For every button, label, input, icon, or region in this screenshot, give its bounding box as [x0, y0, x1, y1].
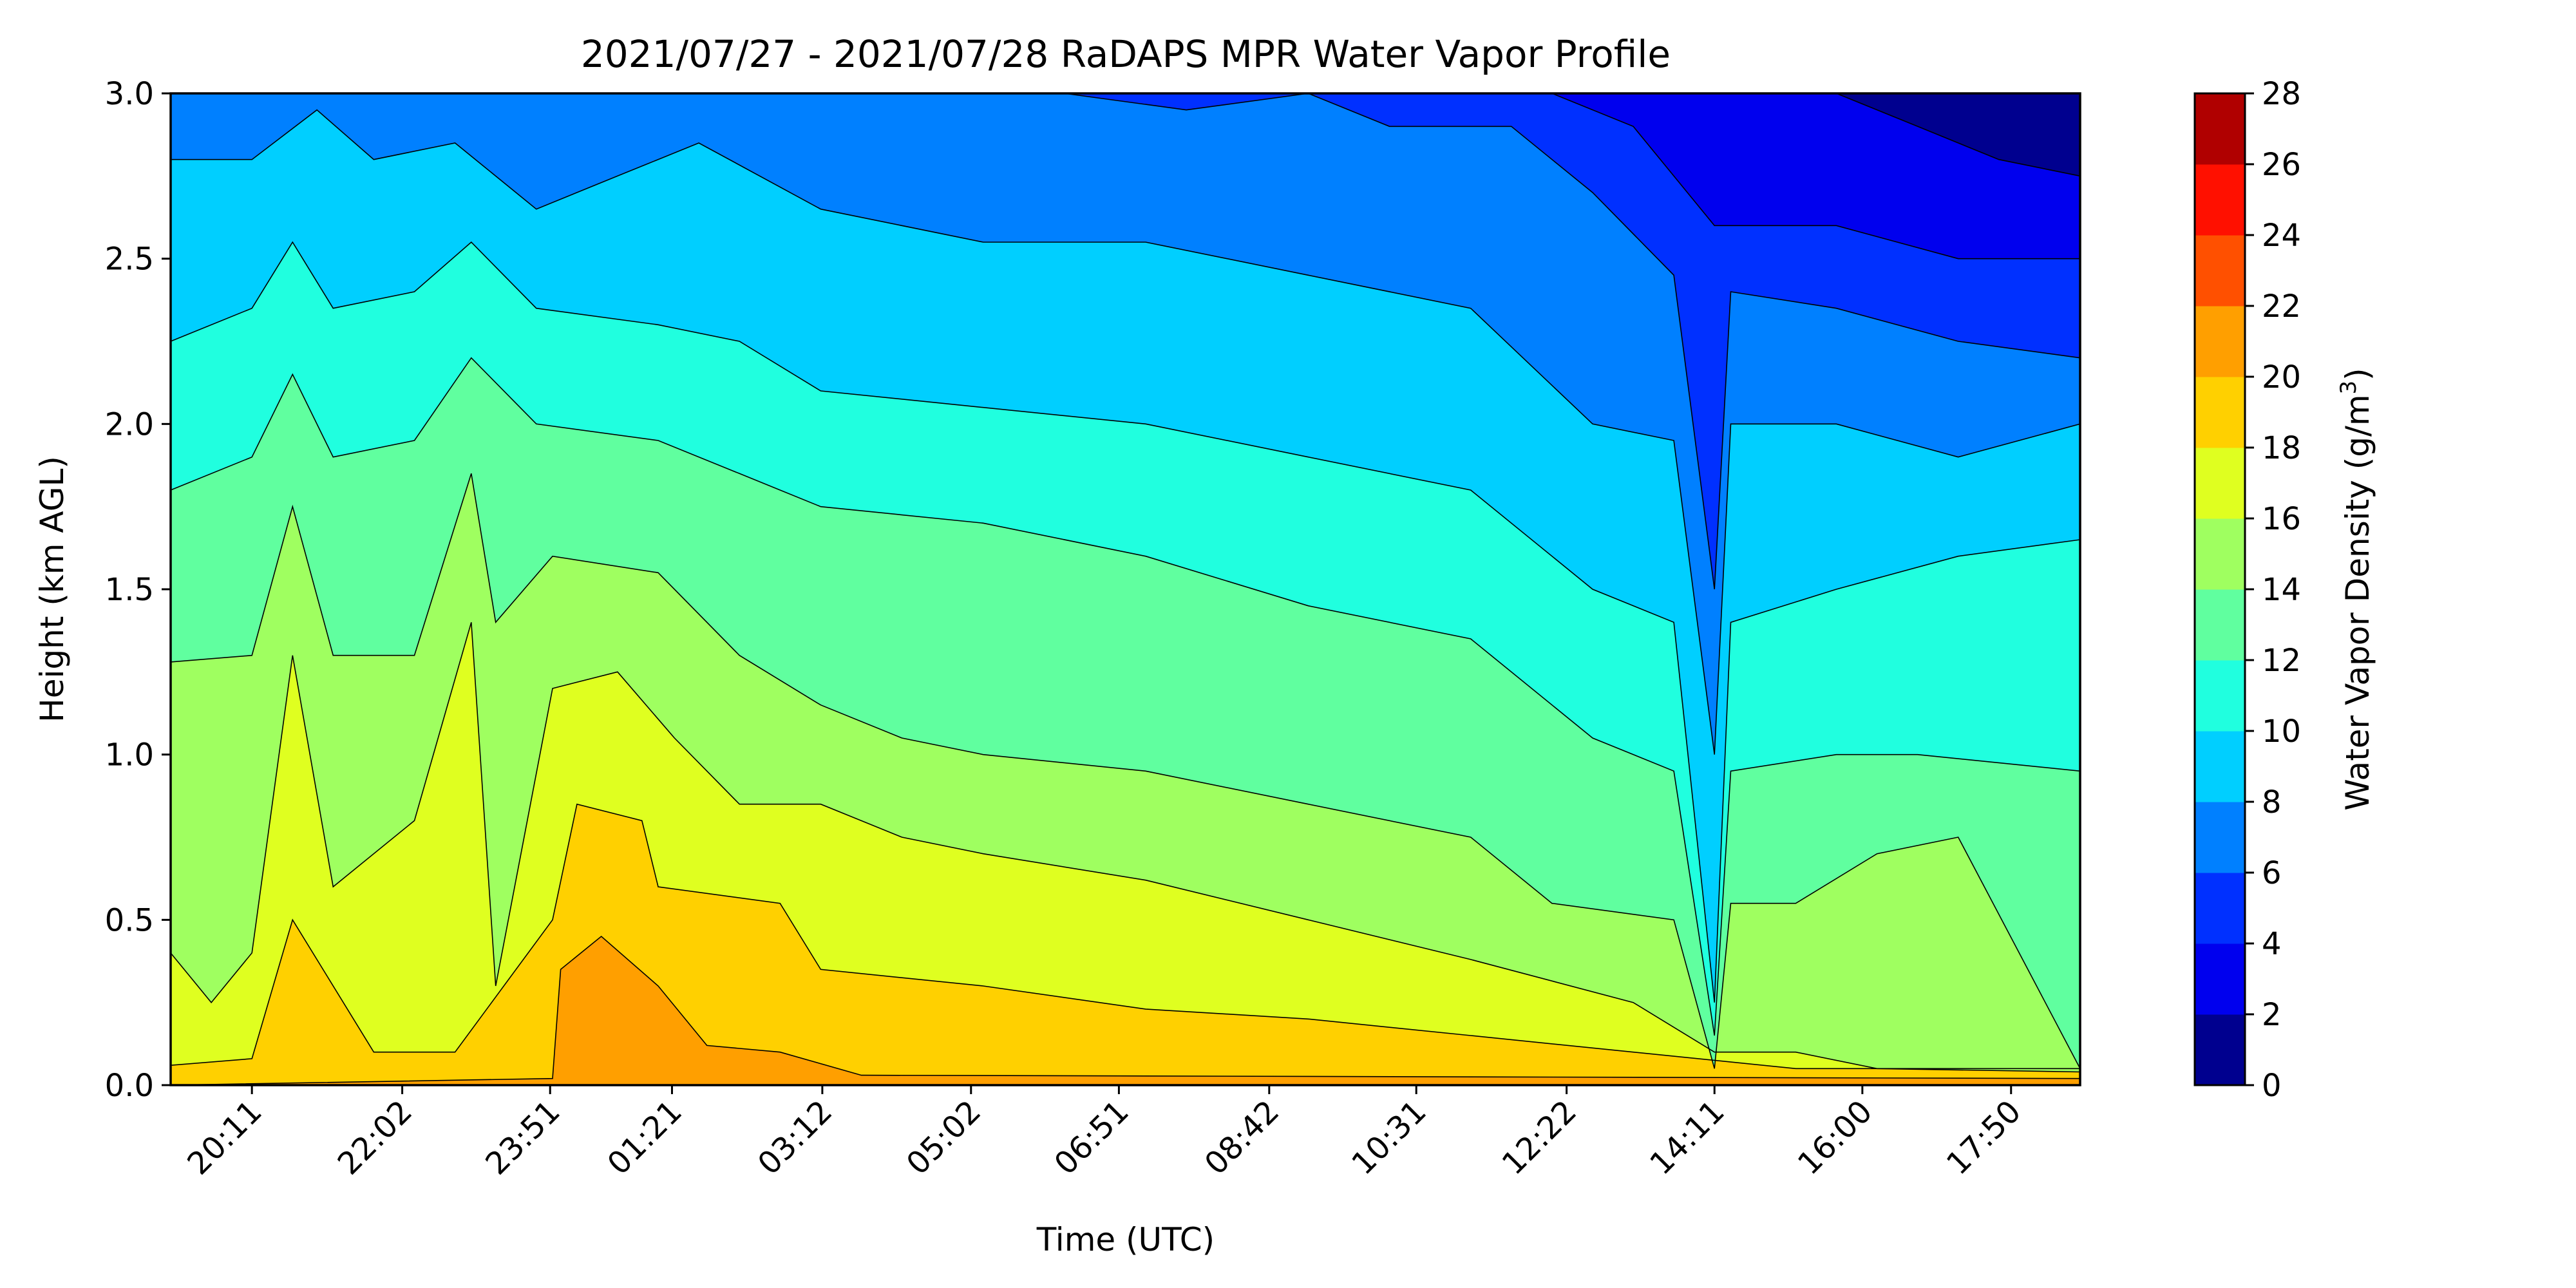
- colorbar-tick-label: 2: [2262, 997, 2282, 1033]
- colorbar-segment: [2195, 660, 2245, 732]
- colorbar-segment: [2195, 943, 2245, 1015]
- colorbar-tick-label: 10: [2262, 714, 2301, 750]
- contour-line-14: [171, 473, 2080, 1069]
- x-tick-label: 03:12: [751, 1094, 839, 1182]
- contour-line-16: [171, 622, 2080, 1073]
- colorbar-tick-label: 26: [2262, 147, 2301, 183]
- contour-line-20: [171, 935, 2080, 1085]
- colorbar-label: Water Vapor Density (g/m3): [2336, 368, 2376, 810]
- x-tick-label: 08:42: [1198, 1094, 1286, 1182]
- x-tick-label: 14:11: [1643, 1094, 1731, 1182]
- x-tick-label: 16:00: [1791, 1094, 1879, 1182]
- x-tick-label: 10:31: [1345, 1094, 1433, 1182]
- colorbar-segment: [2195, 518, 2245, 590]
- y-tick-label: 2.5: [105, 242, 154, 278]
- contour-line-4: [171, 93, 2080, 260]
- x-tick-label: 22:02: [331, 1094, 419, 1182]
- colorbar-tick-label: 12: [2262, 643, 2301, 679]
- chart-title: 2021/07/27 - 2021/07/28 RaDAPS MPR Water…: [581, 32, 1671, 76]
- contour-band-below-2: [171, 93, 2080, 176]
- x-tick-label: 05:02: [900, 1094, 988, 1182]
- colorbar-segment: [2195, 164, 2245, 236]
- contour-line-10: [171, 241, 2080, 1003]
- colorbar-tick-label: 20: [2262, 359, 2301, 395]
- colorbar-tick-label: 22: [2262, 289, 2301, 325]
- colorbar-segment: [2195, 873, 2245, 944]
- contour-line-12: [171, 357, 2080, 1036]
- y-axis-label: Height (km AGL): [33, 456, 71, 723]
- y-tick-label: 0.0: [105, 1068, 154, 1104]
- y-axis: 0.0 0.5 1.0 1.5 2.0 2.5 3.0: [105, 76, 171, 1104]
- colorbar-tick-label: 24: [2262, 218, 2301, 254]
- colorbar-segment: [2195, 377, 2245, 448]
- contour-line-8: [171, 109, 2080, 755]
- colorbar-segment: [2195, 448, 2245, 519]
- colorbar-tick-label: 8: [2262, 784, 2282, 820]
- contour-band-below-8: [171, 93, 2080, 755]
- colorbar-segment: [2195, 802, 2245, 873]
- x-tick-label: 23:51: [478, 1094, 567, 1182]
- contour-line-6: [171, 93, 2080, 590]
- x-tick-label: 12:22: [1495, 1094, 1584, 1182]
- colorbar-tick-label: 0: [2262, 1068, 2282, 1104]
- colorbar-segment: [2195, 235, 2245, 307]
- colorbar-tick-label: 18: [2262, 430, 2301, 466]
- colorbar-label-end: ): [2339, 368, 2376, 381]
- plot-area: [171, 93, 2080, 1085]
- colorbar-tick-label: 16: [2262, 501, 2301, 537]
- x-axis: 20:11 22:02 23:51 01:21 03:12 05:02 06:51 08:42…: [180, 1085, 2028, 1182]
- colorbar-segment: [2195, 306, 2245, 377]
- x-tick-label: 06:51: [1047, 1094, 1135, 1182]
- x-tick-label: 01:21: [601, 1094, 689, 1182]
- y-tick-label: 1.0: [105, 737, 154, 773]
- colorbar-tick-label: 4: [2262, 926, 2282, 962]
- y-tick-label: 3.0: [105, 76, 154, 112]
- colorbar-segment: [2195, 1014, 2245, 1086]
- colorbar-label-superscript: 3: [2336, 381, 2362, 395]
- colorbar-segment: [2195, 589, 2245, 661]
- contour-line-18: [171, 803, 2080, 1070]
- y-tick-label: 0.5: [105, 902, 154, 938]
- y-tick-label: 2.0: [105, 406, 154, 442]
- x-axis-label: Time (UTC): [1036, 1221, 1215, 1258]
- x-tick-label: 20:11: [180, 1094, 269, 1182]
- colorbar-tick-label: 14: [2262, 572, 2301, 608]
- contour-line-2: [171, 93, 2080, 177]
- colorbar-segment: [2195, 731, 2245, 802]
- y-tick-label: 1.5: [105, 572, 154, 608]
- colorbar-tick-label: 28: [2262, 76, 2301, 112]
- x-tick-label: 17:50: [1940, 1094, 2028, 1182]
- colorbar-segment: [2195, 93, 2245, 165]
- colorbar-tick-label: 6: [2262, 855, 2282, 891]
